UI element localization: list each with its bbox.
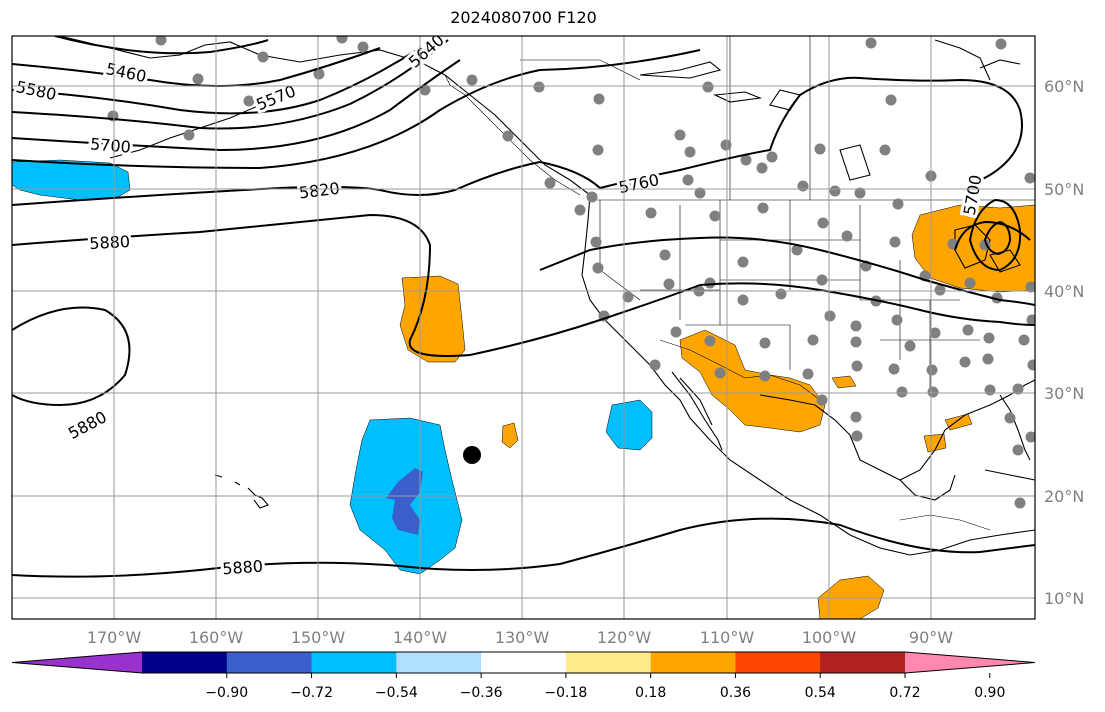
lat-label: 50°N xyxy=(1044,180,1084,199)
colorbar-segment xyxy=(142,652,228,673)
colorbar-tick-label: −0.54 xyxy=(375,685,418,701)
colorbar-segment xyxy=(820,652,906,673)
positive-anomaly-region xyxy=(831,375,857,389)
colorbar-tick-label: −0.72 xyxy=(290,685,333,701)
map-title: 2024080700 F120 xyxy=(450,8,597,27)
colorbar-extend-low xyxy=(12,652,142,673)
contour-label: 5880 xyxy=(222,557,264,579)
colorbar-tick-label: 0.36 xyxy=(720,685,751,701)
station-markers xyxy=(107,36,1035,509)
colorbar-segment xyxy=(565,652,652,673)
lon-label: 130°W xyxy=(495,628,550,647)
contour-label: 5880 xyxy=(89,232,131,253)
height-contours xyxy=(12,36,1035,578)
gridlines xyxy=(12,36,1035,619)
lat-label: 60°N xyxy=(1044,77,1084,96)
positive-anomaly-region xyxy=(399,275,466,363)
positive-anomaly-region xyxy=(944,413,973,431)
map-area xyxy=(12,36,1035,619)
lon-label: 100°W xyxy=(802,628,857,647)
lon-label: 150°W xyxy=(291,628,346,647)
colorbar-tick-label: 0.18 xyxy=(635,685,666,701)
latitude-labels: 60°N 50°N 40°N 30°N 20°N 10°N xyxy=(1044,77,1084,608)
lon-label: 120°W xyxy=(597,628,652,647)
map-frame xyxy=(11,35,1036,620)
colorbar: −0.90 −0.72 −0.54 −0.36 −0.18 0.18 0.36 0.54 0.7… xyxy=(11,651,1036,701)
lat-label: 10°N xyxy=(1044,589,1084,608)
colorbar-segment xyxy=(735,652,821,673)
colorbar-segment xyxy=(311,652,397,673)
contour-label: 5700 xyxy=(89,134,131,156)
lon-label: 90°W xyxy=(909,628,953,647)
strong-negative-anomaly-region xyxy=(386,468,423,535)
colorbar-segment xyxy=(650,652,736,673)
colorbar-tick-label: −0.36 xyxy=(460,685,503,701)
lat-label: 20°N xyxy=(1044,487,1084,506)
lon-label: 170°W xyxy=(87,628,142,647)
colorbar-tick-label: −0.90 xyxy=(205,685,248,701)
colorbar-tick-label: 0.72 xyxy=(889,685,920,701)
longitude-labels: 170°W 160°W 150°W 140°W 130°W 120°W 110°… xyxy=(87,628,953,647)
colorbar-segment xyxy=(481,652,567,673)
colorbar-outline xyxy=(11,651,1036,674)
lon-label: 110°W xyxy=(700,628,755,647)
reference-point-marker xyxy=(463,446,481,464)
colorbar-tick-label: 0.54 xyxy=(805,685,836,701)
colorbar-extend-high xyxy=(905,652,1035,673)
lat-label: 30°N xyxy=(1044,384,1084,403)
positive-anomaly-region xyxy=(679,329,826,433)
lon-label: 160°W xyxy=(189,628,244,647)
colorbar-tick-label: −0.18 xyxy=(544,685,587,701)
colorbar-segment xyxy=(396,652,482,673)
positive-anomaly-region xyxy=(501,422,519,449)
lat-label: 40°N xyxy=(1044,282,1084,301)
lon-label: 140°W xyxy=(393,628,448,647)
colorbar-segment xyxy=(226,652,313,673)
colorbar-tick-label: 0.90 xyxy=(974,685,1005,701)
negative-anomaly-region xyxy=(605,399,653,451)
